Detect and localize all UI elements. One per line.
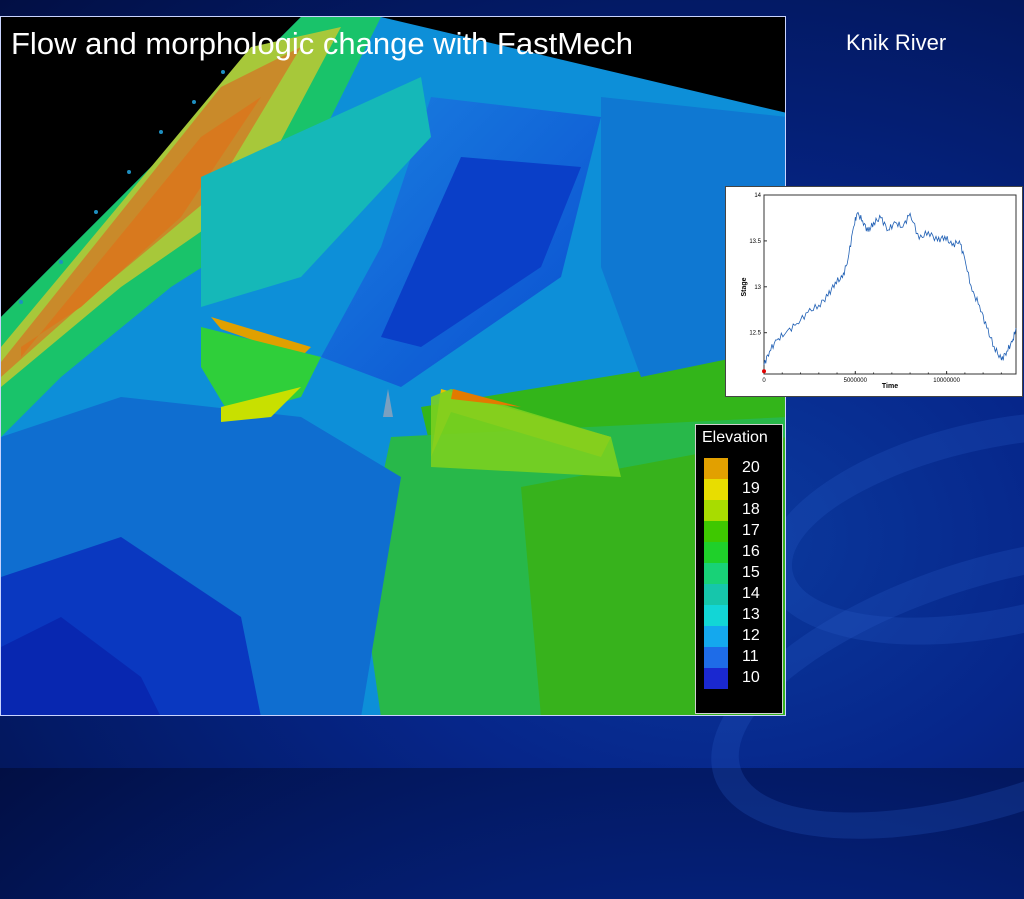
legend-swatch	[704, 458, 728, 479]
legend-label: 15	[742, 564, 760, 581]
y-tick-label: 12.5	[749, 331, 761, 337]
legend-title: Elevation	[702, 429, 768, 446]
legend-label: 18	[742, 501, 760, 518]
y-tick-label: 13	[754, 285, 761, 291]
x-tick-label: 10000000	[933, 378, 960, 384]
legend-swatch	[704, 647, 728, 668]
y-tick-label: 14	[754, 193, 761, 199]
elevation-map	[0, 16, 786, 716]
legend-label: 12	[742, 627, 760, 644]
x-tick-label: 0	[762, 378, 766, 384]
legend-label: 14	[742, 585, 760, 602]
y-tick-label: 13.5	[749, 239, 761, 245]
legend-label: 11	[742, 648, 759, 665]
legend-swatch	[704, 563, 728, 584]
legend-swatch	[704, 521, 728, 542]
legend-label: 10	[742, 669, 760, 686]
legend-swatch	[704, 584, 728, 605]
location-label: Knik River	[846, 30, 947, 55]
plot-frame	[763, 194, 1017, 375]
legend-swatch	[704, 542, 728, 563]
stage-chart-svg: Stage Time 14 13.5 13 12.5 0 5000000 10000000	[741, 193, 1017, 390]
x-axis-label: Time	[882, 383, 898, 390]
elevation-legend: Elevation 20 19 18 17 16 15 14 13 12 11 10	[695, 424, 783, 714]
legend-swatch	[704, 605, 728, 626]
stage-series-line	[763, 211, 1017, 365]
current-time-marker	[762, 369, 766, 374]
x-tick-label: 5000000	[844, 378, 868, 384]
legend-label: 16	[742, 543, 760, 560]
legend-label: 13	[742, 606, 760, 623]
legend-label: 20	[742, 459, 760, 476]
y-axis-label: Stage	[741, 277, 748, 296]
legend-swatch	[704, 479, 728, 500]
legend-swatch	[704, 500, 728, 521]
stage-chart: Stage Time 14 13.5 13 12.5 0 5000000 10000000	[725, 186, 1023, 397]
legend-swatch	[704, 626, 728, 647]
slide-title: Flow and morphologic change with FastMec…	[11, 26, 634, 61]
legend-swatch	[704, 668, 728, 689]
legend-label: 19	[742, 480, 760, 497]
legend-label: 17	[742, 522, 760, 539]
